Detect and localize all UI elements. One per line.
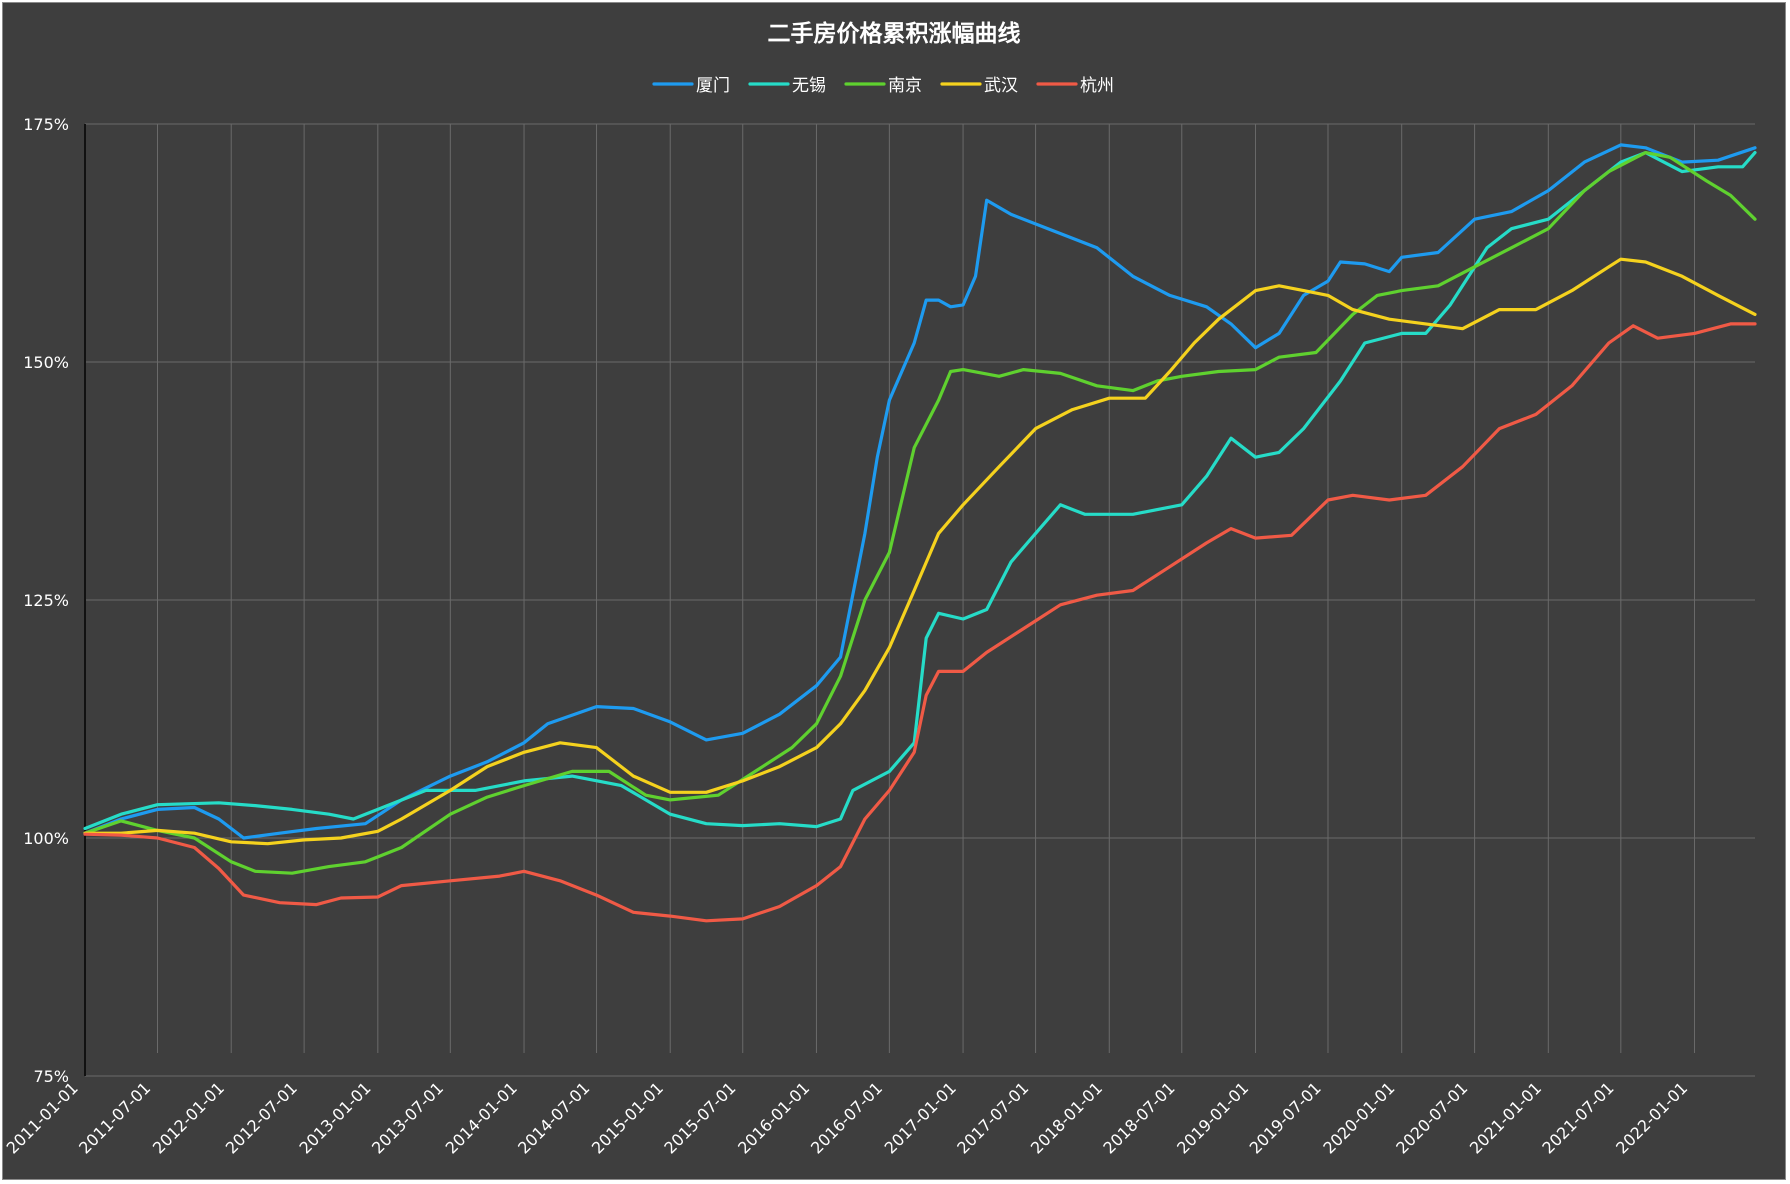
x-axis: 2011-01-012011-07-012012-01-012012-07-01… (3, 1078, 1691, 1157)
y-tick-label: 125% (23, 591, 69, 610)
x-tick-label: 2013-07-01 (368, 1078, 447, 1157)
x-tick-label: 2017-07-01 (953, 1078, 1032, 1157)
legend-item-南京[interactable]: 南京 (844, 76, 922, 96)
x-tick-label: 2019-07-01 (1246, 1078, 1325, 1157)
x-tick-label: 2017-01-01 (881, 1078, 960, 1157)
x-tick-label: 2014-01-01 (442, 1078, 521, 1157)
series-line-无锡 (83, 151, 1757, 831)
x-tick-label: 2016-01-01 (734, 1078, 813, 1157)
x-tick-label: 2012-01-01 (149, 1078, 228, 1157)
x-tick-label: 2018-01-01 (1027, 1078, 1106, 1157)
x-tick-label: 2015-01-01 (588, 1078, 667, 1157)
legend-label: 无锡 (792, 76, 826, 96)
y-tick-label: 175% (23, 115, 69, 134)
y-tick-label: 150% (23, 353, 69, 372)
series-line-杭州 (83, 322, 1757, 923)
legend-item-杭州[interactable]: 杭州 (1036, 76, 1114, 96)
legend-label: 南京 (888, 76, 922, 96)
line-chart: 二手房价格累积涨幅曲线 厦门 无锡 南京 武汉 杭州 75% 100% 125% 150% 17… (3, 20, 1757, 1158)
grid (84, 123, 1755, 1077)
series-line-武汉 (83, 257, 1757, 846)
legend-item-无锡[interactable]: 无锡 (748, 76, 826, 96)
x-tick-label: 2020-01-01 (1319, 1078, 1398, 1157)
legend-label: 武汉 (984, 76, 1018, 96)
x-tick-label: 2021-07-01 (1538, 1078, 1617, 1157)
series-layer (83, 143, 1757, 923)
legend-label: 厦门 (696, 76, 730, 96)
x-tick-label: 2011-01-01 (3, 1078, 82, 1157)
x-tick-label: 2022-01-01 (1612, 1078, 1691, 1157)
chart-title: 二手房价格累积涨幅曲线 (768, 20, 1021, 47)
x-tick-label: 2020-07-01 (1392, 1078, 1471, 1157)
legend: 厦门 无锡 南京 武汉 杭州 (652, 76, 1114, 96)
x-tick-label: 2012-07-01 (222, 1078, 301, 1157)
series-line-南京 (83, 151, 1757, 875)
x-tick-label: 2014-07-01 (514, 1078, 593, 1157)
legend-item-厦门[interactable]: 厦门 (652, 76, 730, 96)
y-tick-label: 100% (23, 829, 69, 848)
x-tick-label: 2019-01-01 (1173, 1078, 1252, 1157)
x-tick-label: 2018-07-01 (1099, 1078, 1178, 1157)
x-tick-label: 2016-07-01 (807, 1078, 886, 1157)
legend-item-武汉[interactable]: 武汉 (940, 76, 1018, 96)
series-line-厦门 (83, 143, 1757, 840)
y-tick-label: 75% (33, 1067, 69, 1086)
x-tick-label: 2011-07-01 (75, 1078, 154, 1157)
x-tick-label: 2021-01-01 (1466, 1078, 1545, 1157)
x-tick-label: 2015-07-01 (660, 1078, 739, 1157)
legend-label: 杭州 (1080, 76, 1114, 96)
x-tick-label: 2013-01-01 (295, 1078, 374, 1157)
y-axis: 75% 100% 125% 150% 175% (23, 115, 86, 1086)
